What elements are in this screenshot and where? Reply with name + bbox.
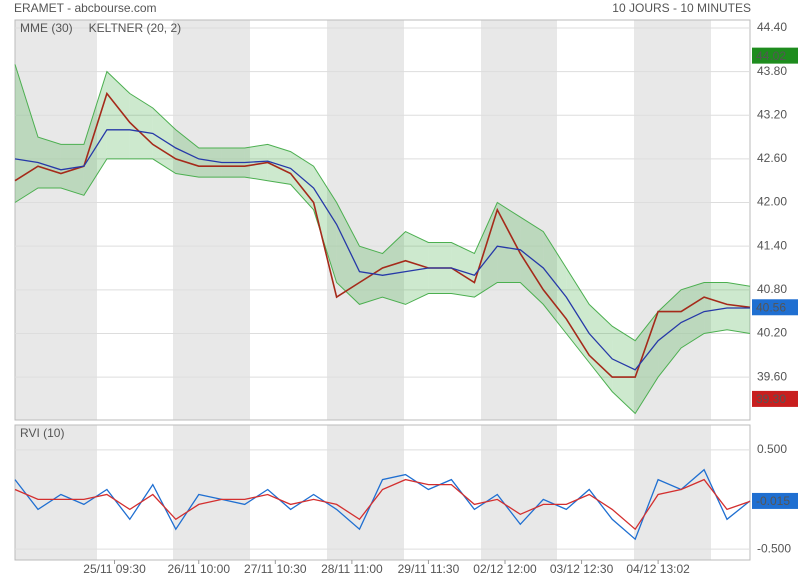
value-marker-label: 39.30 xyxy=(756,392,786,406)
series-line xyxy=(14,91,751,378)
day-band xyxy=(327,425,404,560)
band-fill xyxy=(83,71,107,196)
band-upper xyxy=(14,64,751,342)
day-band xyxy=(15,425,97,560)
band-fill xyxy=(704,282,727,334)
band-fill xyxy=(405,231,429,305)
legend-label: KELTNER (20, 2) xyxy=(89,21,181,35)
y-tick-label: 40.20 xyxy=(757,326,787,340)
panel-frame xyxy=(14,424,751,561)
y-tick-label: 41.40 xyxy=(757,238,787,252)
day-band xyxy=(173,425,250,560)
band-fill xyxy=(336,202,360,305)
x-tick-label: 02/12 12:00 xyxy=(473,562,537,576)
value-marker-label: 40.56 xyxy=(756,300,786,314)
y-tick-label: 0.500 xyxy=(757,442,787,456)
band-fill xyxy=(15,64,38,203)
x-tick-label: 29/11 11:30 xyxy=(398,562,460,576)
band-fill xyxy=(635,311,659,414)
series-line xyxy=(14,468,751,541)
x-tick-label: 03/12 12:30 xyxy=(550,562,614,576)
band-fill xyxy=(198,148,222,178)
y-tick-label: 39.60 xyxy=(757,369,787,383)
series-line xyxy=(14,478,751,531)
day-band xyxy=(15,20,97,420)
band-fill xyxy=(612,326,636,414)
value-marker xyxy=(752,299,798,316)
band-fill xyxy=(589,304,613,392)
y-tick-label: 43.20 xyxy=(757,107,787,121)
value-marker-label: -0.015 xyxy=(756,494,790,508)
band-fill xyxy=(290,151,314,210)
value-marker xyxy=(752,390,798,407)
band-fill xyxy=(520,217,544,305)
x-tick-label: 26/11 10:00 xyxy=(167,562,230,576)
day-band xyxy=(634,20,711,420)
chart-title: ERAMET - abcbourse.com xyxy=(14,1,157,15)
y-tick-label: -0.500 xyxy=(757,541,791,555)
value-marker xyxy=(752,492,798,509)
x-tick-label: 04/12 13:02 xyxy=(626,562,690,576)
y-tick-label: 40.80 xyxy=(757,282,787,296)
x-tick-label: 25/11 09:30 xyxy=(83,562,146,576)
x-tick-label: 27/11 10:30 xyxy=(244,562,307,576)
series-line xyxy=(14,129,750,371)
value-marker xyxy=(752,47,798,64)
band-fill xyxy=(681,282,705,348)
day-band xyxy=(327,20,404,420)
y-tick-label: 42.60 xyxy=(757,151,787,165)
band-fill xyxy=(244,144,268,181)
panel-frame xyxy=(14,19,751,421)
x-tick-label: 28/11 11:00 xyxy=(321,562,383,576)
day-band xyxy=(481,425,557,560)
day-band xyxy=(634,425,711,560)
legend-label: MME (30) xyxy=(20,21,73,35)
band-lower xyxy=(14,158,751,415)
band-fill xyxy=(382,231,406,305)
y-tick-label: 44.40 xyxy=(757,20,787,34)
legend-label: RVI (10) xyxy=(20,426,64,440)
day-band xyxy=(173,20,250,420)
y-tick-label: 42.00 xyxy=(757,195,787,209)
band-fill xyxy=(451,242,475,298)
band-fill xyxy=(497,202,521,283)
band-fill xyxy=(38,137,61,188)
day-bands xyxy=(15,20,711,560)
band-fill xyxy=(106,71,130,159)
y-tick-label: 43.80 xyxy=(757,64,787,78)
value-marker-label: 44.02 xyxy=(756,49,786,63)
period: 10 JOURS - 10 MINUTES xyxy=(612,1,751,15)
band-fill xyxy=(129,93,153,159)
band-fill xyxy=(313,166,337,283)
